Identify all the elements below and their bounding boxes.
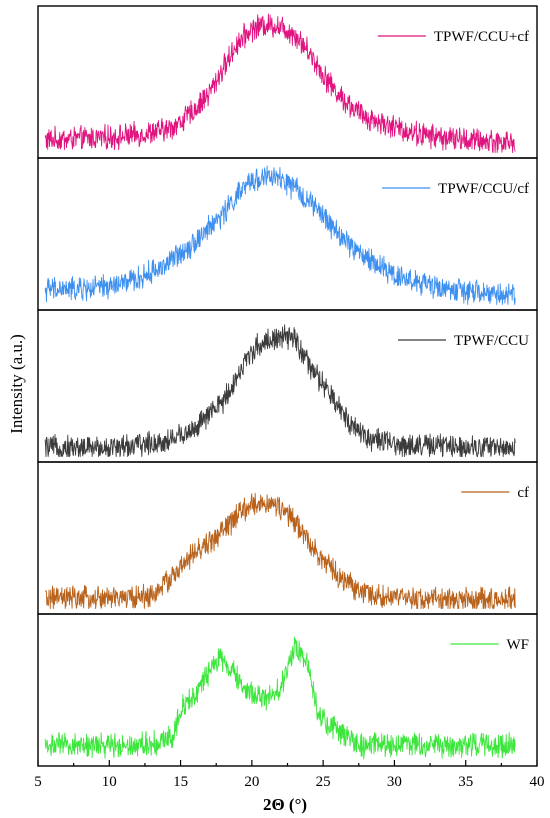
legend-label-tpwf-ccu-cf: TPWF/CCU+cf xyxy=(434,29,529,45)
series-line-tpwf-ccu-cf xyxy=(44,165,516,305)
series-line-tpwf-ccu xyxy=(44,324,516,457)
x-axis: 5 10 15 20 25 30 35 40 xyxy=(34,760,545,790)
panel-cf: cf xyxy=(37,461,538,615)
panel-tpwf-ccu-cf: TPWF/CCU+cf xyxy=(37,5,538,159)
x-tick-label-25: 25 xyxy=(316,774,331,790)
legend-label-tpwf-ccu: TPWF/CCU xyxy=(454,333,529,349)
x-tick-label-5: 5 xyxy=(34,774,42,790)
x-tick-label-40: 40 xyxy=(530,774,545,790)
x-tick-label-30: 30 xyxy=(387,774,402,790)
x-tick-label-20: 20 xyxy=(244,774,259,790)
x-tick-label-35: 35 xyxy=(458,774,473,790)
legend-label-tpwf-ccu-cf: TPWF/CCU/cf xyxy=(438,181,529,197)
legend-label-wf: WF xyxy=(507,637,530,653)
panel-tpwf-ccu-cf: TPWF/CCU/cf xyxy=(37,157,538,311)
series-line-wf xyxy=(44,636,516,760)
series-line-cf xyxy=(44,492,516,609)
x-axis-title: 2Θ (°) xyxy=(263,795,307,814)
legend-label-cf: cf xyxy=(517,485,529,501)
y-axis-title: Intensity (a.u.) xyxy=(7,334,26,434)
x-tick-label-15: 15 xyxy=(173,774,188,790)
panel-tpwf-ccu: TPWF/CCU xyxy=(37,309,538,463)
x-tick-label-10: 10 xyxy=(102,774,117,790)
series-line-tpwf-ccu-cf xyxy=(44,13,516,153)
panels-group: TPWF/CCU+cf TPWF/CCU/cf TPWF/CCU cf WF xyxy=(37,5,538,767)
panel-wf: WF xyxy=(37,613,538,767)
